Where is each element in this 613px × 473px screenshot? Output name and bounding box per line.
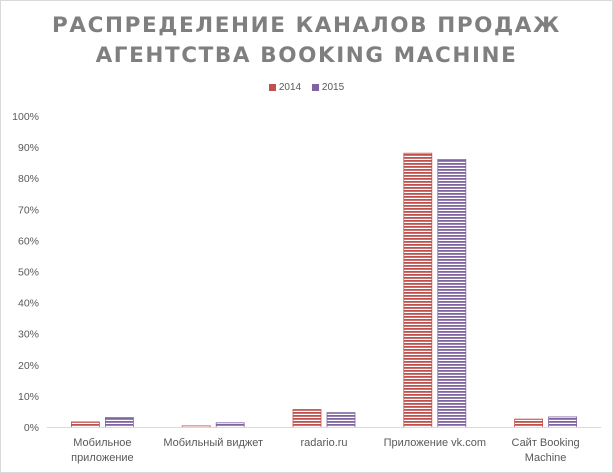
y-tick-label-60pct: 60%	[18, 235, 39, 247]
legend-swatch-2014	[268, 84, 276, 91]
y-tick-label-90pct: 90%	[18, 142, 39, 154]
bar-2014-cat-3	[403, 152, 433, 428]
x-category-label-2: radario.ru	[300, 437, 347, 449]
chart-title: РАСПРЕДЕЛЕНИЕ КАНАЛОВ ПРОДАЖ АГЕНТСТВА B…	[1, 11, 612, 71]
bar-2014-cat-4	[514, 418, 543, 428]
y-tick-label-0pct: 0%	[24, 422, 39, 434]
y-tick-label-50pct: 50%	[18, 267, 39, 279]
y-tick-label-30pct: 30%	[18, 329, 39, 341]
bars	[71, 152, 577, 428]
y-tick-label-40pct: 40%	[18, 298, 39, 310]
x-axis-labels: Мобильное приложение Мобильный виджет radar…	[71, 437, 580, 464]
chart-title-line-1: РАСПРЕДЕЛЕНИЕ КАНАЛОВ ПРОДАЖ	[52, 13, 561, 38]
legend-swatch-2015	[311, 84, 319, 91]
bar-2015-cat-0	[105, 417, 134, 428]
legend-item-2015: 2015	[311, 82, 345, 93]
bar-2014-cat-0	[71, 421, 100, 428]
y-tick-label-100pct: 100%	[12, 111, 39, 123]
y-tick-label-20pct: 20%	[18, 360, 39, 372]
y-tick-label-80pct: 80%	[18, 173, 39, 185]
legend-item-2014: 2014	[268, 82, 302, 93]
bar-2015-cat-3	[437, 158, 467, 428]
bar-2015-cat-4	[548, 416, 577, 428]
legend-label-2014: 2014	[278, 82, 302, 93]
y-axis-ticks: 0% 10% 20% 30% 40% 50% 60% 70% 80% 90% 100%	[12, 111, 39, 434]
y-tick-label-10pct: 10%	[18, 391, 39, 403]
y-tick-label-70pct: 70%	[18, 204, 39, 216]
legend-label-2015: 2015	[321, 82, 345, 93]
x-category-label-3: Приложение vk.com	[384, 437, 486, 449]
x-category-label-4: Сайт Booking Machine	[512, 437, 580, 464]
bar-2015-cat-1	[215, 422, 245, 428]
bar-2014-cat-2	[292, 409, 322, 428]
x-category-label-1: Мобильный виджет	[163, 437, 263, 449]
chart-legend: 2014 2015	[1, 82, 612, 93]
chart-title-line-2: АГЕНТСТВА BOOKING MACHINE	[95, 43, 518, 68]
x-category-label-0: Мобильное приложение	[71, 437, 134, 464]
bar-2015-cat-2	[326, 412, 356, 428]
